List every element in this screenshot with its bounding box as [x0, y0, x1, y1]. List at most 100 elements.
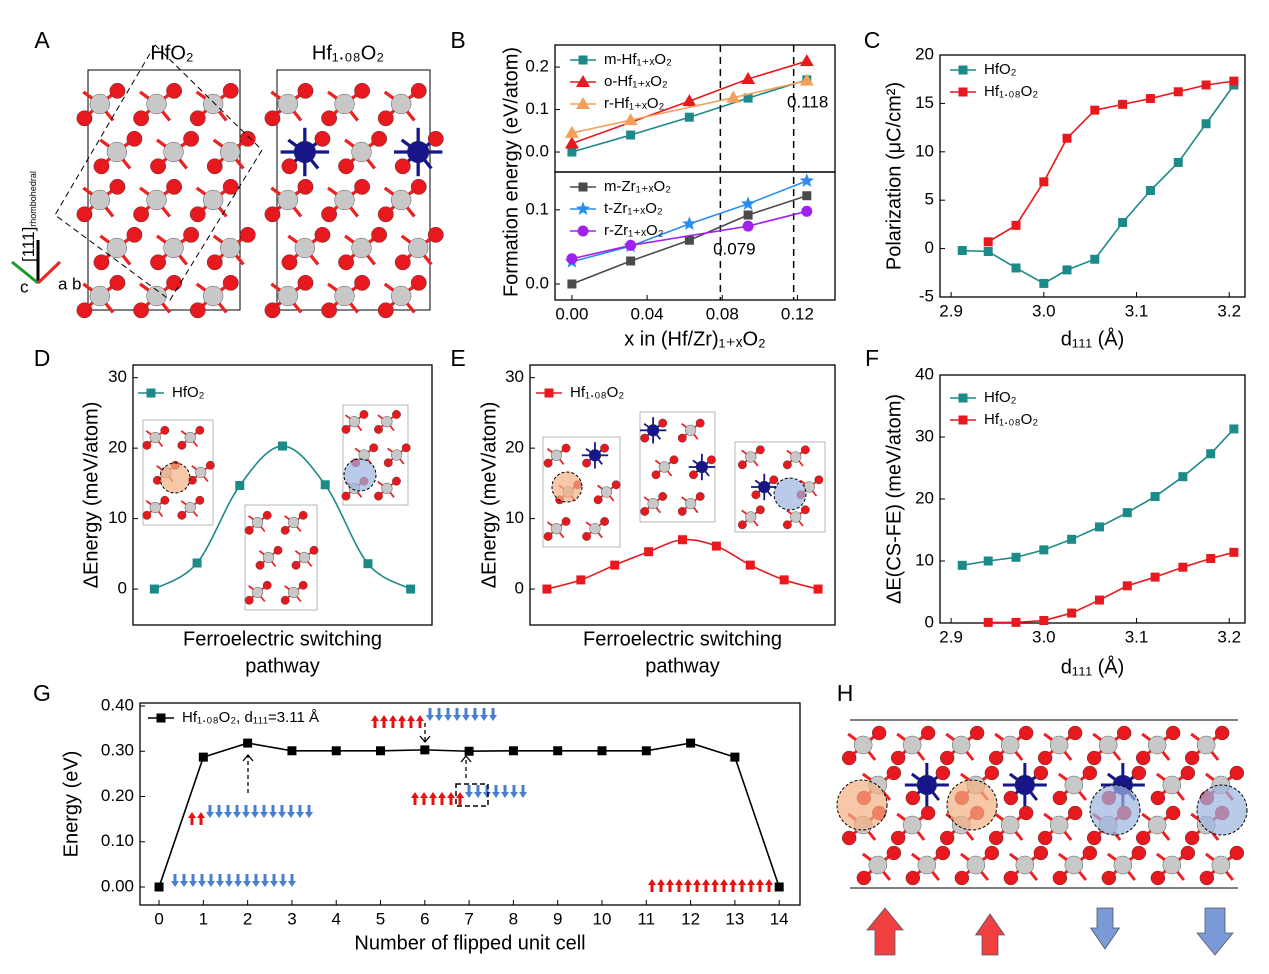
atom [1150, 870, 1166, 886]
y-tick-label: 20 [915, 44, 934, 63]
marker [1118, 99, 1128, 109]
atom [1052, 870, 1068, 886]
atom [206, 158, 223, 175]
atom [550, 523, 563, 535]
highlight [946, 779, 998, 831]
atom [1052, 790, 1068, 806]
atom [902, 815, 922, 835]
marker [578, 182, 588, 192]
spin-arrow [251, 805, 259, 818]
atom [354, 82, 370, 99]
atom [383, 458, 393, 468]
atom [262, 580, 272, 590]
marker [711, 541, 721, 551]
marker [730, 752, 740, 762]
axis-label: rhombohedral [28, 171, 38, 227]
atom [189, 110, 206, 127]
atom [334, 93, 355, 115]
atom [160, 425, 170, 435]
atom [334, 189, 355, 211]
atom [410, 82, 427, 99]
x-tick-label: 14 [770, 909, 789, 928]
marker [1229, 424, 1239, 434]
panel-label: F [865, 345, 879, 371]
y-tick-label: 0.00 [101, 876, 134, 895]
atom [351, 237, 372, 259]
series-line [962, 84, 1235, 285]
atom [737, 520, 747, 530]
marker [741, 71, 756, 84]
atom [1147, 735, 1167, 755]
x-tick-label: 6 [420, 909, 429, 928]
atom [314, 226, 331, 243]
atom [381, 482, 393, 494]
atom [407, 140, 430, 164]
pointer-head [460, 754, 472, 763]
atom [589, 523, 601, 535]
atom [790, 451, 802, 463]
legend-label: m-Zr₁₊ₓO₂ [604, 178, 671, 195]
atom [280, 595, 290, 605]
marker [684, 235, 694, 245]
atom [1135, 830, 1151, 846]
atom [890, 830, 906, 846]
marker [149, 584, 159, 594]
spin-arrow [465, 785, 473, 798]
x-tick-label: 12 [681, 909, 700, 928]
atom [184, 431, 196, 444]
marker [1229, 547, 1239, 557]
atom [685, 424, 697, 436]
atom [392, 410, 401, 419]
panel-label: H [837, 680, 854, 706]
atom [252, 516, 264, 529]
atom [76, 302, 93, 319]
atom [195, 466, 207, 479]
atom [1162, 775, 1182, 795]
spin-arrow [480, 708, 488, 721]
y-tick-label: 0.2 [525, 57, 549, 76]
atom [203, 285, 224, 307]
marker [553, 746, 563, 756]
spin-arrow [207, 874, 215, 887]
atom [1003, 870, 1019, 886]
marker [958, 65, 968, 75]
marker [154, 882, 164, 892]
spin-arrow [389, 715, 397, 728]
atom [348, 416, 360, 428]
series-line [962, 428, 1235, 567]
marker [1122, 581, 1132, 591]
y-tick-label: 10 [108, 508, 127, 527]
x-tick-label: 10 [593, 909, 612, 928]
pointer-head [419, 735, 431, 744]
atom [146, 189, 167, 211]
atom [126, 130, 143, 147]
atom [264, 302, 281, 319]
x-axis-label: Ferroelectric switching [583, 628, 782, 650]
atom [1162, 855, 1182, 875]
atom [281, 254, 298, 271]
y-tick-label: 0.20 [101, 786, 134, 805]
spin-arrow [474, 785, 482, 798]
atom [321, 302, 337, 319]
atom [939, 750, 955, 766]
atom [244, 525, 254, 535]
marker [1039, 545, 1049, 555]
spin-arrow [380, 715, 388, 728]
atom [149, 501, 161, 514]
spin-arrow [215, 805, 223, 818]
highlight [159, 462, 191, 494]
spin-arrow [702, 879, 710, 892]
atom [871, 725, 887, 741]
spin-arrow [305, 805, 313, 818]
plot-frame [139, 702, 801, 906]
atom [309, 545, 319, 555]
atom [293, 140, 316, 164]
highlight [343, 458, 377, 492]
atom [391, 93, 412, 115]
atom [916, 774, 937, 796]
marker [198, 752, 208, 762]
atom [377, 302, 394, 319]
marker [567, 279, 577, 289]
atom [381, 416, 393, 428]
x-tick-label: 2 [243, 909, 252, 928]
